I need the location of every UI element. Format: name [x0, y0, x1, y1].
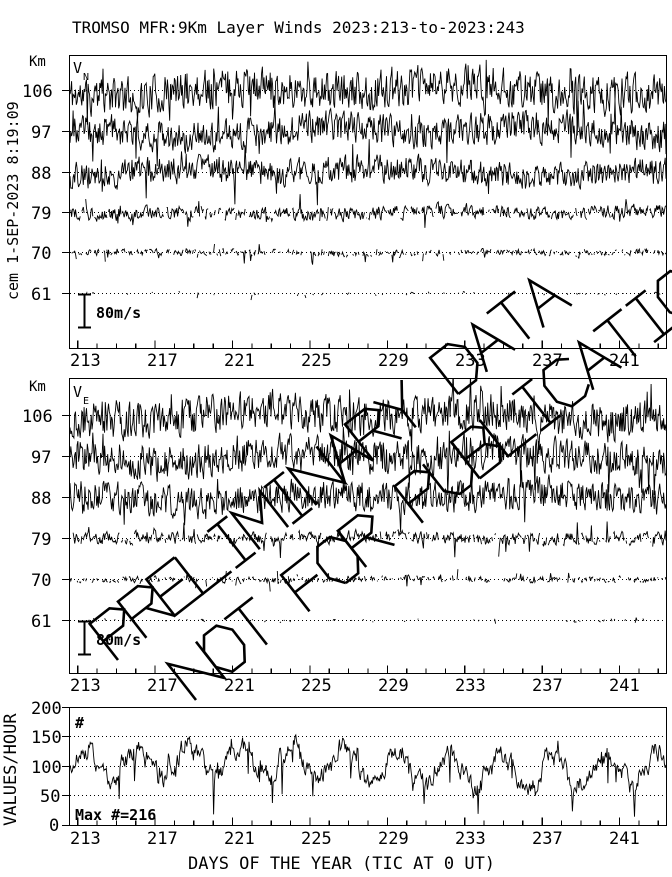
vn-y-axis: Km 106 97 88 79 70 61: [22, 54, 70, 305]
ve-ytick-79: 79: [31, 530, 51, 550]
counts-xtick-233: 233: [455, 829, 486, 849]
counts-xtick-213: 213: [70, 829, 101, 849]
ve-trace-79: [72, 521, 666, 559]
figure-title: TROMSO MFR:9Km Layer Winds 2023:213-to-2…: [72, 18, 525, 37]
counts-trace: [70, 733, 666, 817]
panel-vn: Km 106 97 88 79 70 61 V N: [22, 54, 668, 371]
ve-gridlines: [70, 415, 666, 621]
vn-xtick-213: 213: [70, 351, 101, 371]
vn-trace-70: [71, 243, 666, 265]
vn-ytick-88: 88: [31, 164, 51, 184]
vn-component-label: V N: [73, 59, 89, 83]
ve-xtick-213: 213: [70, 676, 101, 696]
counts-ytick-50: 50: [40, 787, 60, 807]
counts-y-axis: 200 150 100 50 0: [31, 699, 70, 836]
ve-xtick-225: 225: [301, 676, 332, 696]
ve-y-axis-title: Km: [29, 379, 46, 395]
ve-x-axis: 213 217 221 225 229 233 237 241: [70, 665, 659, 696]
watermark-preliminary-data: [87, 277, 573, 661]
ve-xtick-233: 233: [455, 676, 486, 696]
ve-trace-61: [82, 617, 665, 624]
panel-counts: VALUES/HOUR 200 150 100 50 0 #: [1, 699, 668, 874]
counts-x-axis-title: DAYS OF THE YEAR (TIC AT 0 UT): [188, 854, 495, 874]
counts-xtick-241: 241: [609, 829, 640, 849]
counts-trace-group: [70, 733, 666, 817]
counts-xtick-237: 237: [532, 829, 563, 849]
counts-ytick-200: 200: [31, 699, 62, 719]
vn-x-axis: 213 217 221 225 229 233 237 241: [70, 340, 659, 371]
vn-trace-61: [86, 291, 666, 300]
ve-xtick-217: 217: [147, 676, 178, 696]
vn-xtick-237: 237: [532, 351, 563, 371]
counts-x-axis: 213 217 221 225 229 233 237 241: [70, 817, 659, 849]
counts-corner-label: #: [75, 714, 84, 732]
vn-scale-bar: 80m/s: [78, 293, 141, 329]
counts-ytick-100: 100: [31, 758, 62, 778]
svg-text:V: V: [73, 383, 82, 401]
ve-xtick-221: 221: [224, 676, 255, 696]
svg-text:V: V: [73, 59, 82, 77]
ve-ytick-88: 88: [31, 489, 51, 509]
counts-ytick-0: 0: [49, 816, 59, 836]
timestamp-stamp: cem 1-SEP-2023 8:19:09: [4, 101, 22, 300]
ve-y-axis: Km 106 97 88 79 70 61: [22, 379, 70, 632]
counts-ytick-150: 150: [31, 728, 62, 748]
ve-trace-88: [70, 470, 666, 533]
svg-text:VALUES/HOUR: VALUES/HOUR: [1, 713, 21, 826]
ve-ytick-106: 106: [22, 407, 53, 427]
ve-ytick-97: 97: [31, 448, 51, 468]
vn-xtick-229: 229: [378, 351, 409, 371]
vn-trace-106: [70, 59, 666, 136]
ve-ytick-61: 61: [31, 612, 51, 632]
vn-ytick-70: 70: [31, 244, 51, 264]
vn-trace-88: [70, 139, 666, 206]
ve-xtick-237: 237: [532, 676, 563, 696]
counts-y-axis-title: VALUES/HOUR: [1, 713, 21, 826]
vn-traces: [70, 59, 666, 300]
counts-max-label: Max #=216: [75, 806, 156, 824]
vn-ytick-106: 106: [22, 82, 53, 102]
vn-trace-79: [70, 194, 666, 228]
ve-trace-106: [70, 379, 666, 455]
vn-ytick-97: 97: [31, 123, 51, 143]
ve-component-label: V E: [73, 383, 89, 407]
panel-ve: Km 106 97 88 79 70 61 V E: [22, 377, 668, 696]
vn-trace-97: [70, 99, 666, 167]
vn-xtick-225: 225: [301, 351, 332, 371]
ve-ytick-70: 70: [31, 571, 51, 591]
watermark-not-for-publication: [164, 269, 672, 701]
counts-xtick-225: 225: [301, 829, 332, 849]
ve-xtick-241: 241: [609, 676, 640, 696]
svg-text:N: N: [83, 72, 89, 83]
ve-traces: [70, 379, 666, 624]
ve-trace-70: [70, 569, 666, 592]
vn-ytick-61: 61: [31, 285, 51, 305]
ve-xtick-229: 229: [378, 676, 409, 696]
svg-text:E: E: [83, 396, 89, 407]
vn-xtick-217: 217: [147, 351, 178, 371]
vn-scale-label: 80m/s: [96, 304, 141, 322]
counts-xtick-217: 217: [147, 829, 178, 849]
vn-ytick-79: 79: [31, 204, 51, 224]
counts-xtick-221: 221: [224, 829, 255, 849]
vn-y-axis-title: Km: [29, 54, 46, 70]
ve-trace-97: [70, 426, 666, 496]
svg-text:cem 1-SEP-2023 8:19:09: cem 1-SEP-2023 8:19:09: [4, 101, 22, 300]
vn-xtick-221: 221: [224, 351, 255, 371]
counts-xtick-229: 229: [378, 829, 409, 849]
